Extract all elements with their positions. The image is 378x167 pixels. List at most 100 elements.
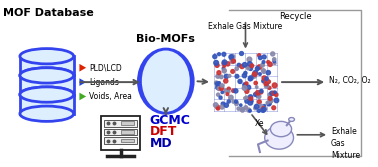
Point xyxy=(222,61,228,64)
FancyBboxPatch shape xyxy=(102,116,140,150)
Point xyxy=(267,97,273,100)
Point xyxy=(215,106,221,109)
Point xyxy=(220,67,226,70)
Point xyxy=(255,94,261,97)
Text: DFT: DFT xyxy=(149,125,177,138)
Point xyxy=(248,77,254,79)
Point xyxy=(247,101,253,104)
Point xyxy=(215,86,221,89)
Point xyxy=(269,92,275,95)
Ellipse shape xyxy=(289,118,294,121)
FancyBboxPatch shape xyxy=(104,137,137,144)
Point xyxy=(256,109,262,112)
Point xyxy=(220,103,226,105)
Point xyxy=(213,61,219,64)
Point xyxy=(256,54,262,57)
Point xyxy=(265,61,271,63)
Point xyxy=(263,85,270,87)
Point xyxy=(236,64,242,66)
Point xyxy=(263,82,269,85)
Point xyxy=(214,64,220,67)
Text: MOF Database: MOF Database xyxy=(3,8,93,18)
Point xyxy=(267,94,273,96)
Point xyxy=(271,92,277,95)
Point xyxy=(242,87,248,89)
Point xyxy=(271,106,277,109)
Point xyxy=(246,58,253,61)
Point xyxy=(229,57,235,59)
Point xyxy=(226,90,232,93)
Ellipse shape xyxy=(270,121,291,137)
Point xyxy=(273,99,279,102)
Text: Ligands: Ligands xyxy=(89,78,119,87)
Point xyxy=(242,63,248,66)
Text: N₂, CO₂, O₂: N₂, CO₂, O₂ xyxy=(329,76,371,85)
Point xyxy=(226,100,232,103)
Point xyxy=(254,105,260,108)
Point xyxy=(215,107,221,110)
Point xyxy=(234,102,240,105)
Point xyxy=(266,87,273,89)
Text: Voids, Area: Voids, Area xyxy=(89,92,132,101)
Point xyxy=(256,95,262,98)
Point xyxy=(268,99,274,102)
Point xyxy=(266,102,272,105)
Point xyxy=(242,97,248,100)
Point xyxy=(263,77,270,80)
Point xyxy=(242,84,248,87)
FancyBboxPatch shape xyxy=(20,95,74,114)
Polygon shape xyxy=(79,93,86,100)
Point xyxy=(244,90,250,93)
Point xyxy=(254,86,260,88)
Point xyxy=(253,93,259,96)
Point xyxy=(265,80,271,83)
Point xyxy=(252,73,258,75)
Point xyxy=(229,60,235,63)
Point xyxy=(215,75,221,78)
Text: GCMC: GCMC xyxy=(149,114,191,127)
Point xyxy=(243,96,249,99)
Point xyxy=(271,58,277,61)
Point xyxy=(218,87,225,90)
Point xyxy=(245,65,251,68)
Point xyxy=(257,73,263,75)
Point xyxy=(216,71,222,74)
Point xyxy=(258,91,264,93)
Point xyxy=(260,69,266,72)
Point xyxy=(254,67,260,70)
Text: Xe: Xe xyxy=(255,119,265,128)
Point xyxy=(247,78,253,80)
Point xyxy=(259,64,265,66)
Point xyxy=(231,60,237,62)
Point xyxy=(219,84,225,87)
Point xyxy=(263,81,270,83)
Point xyxy=(249,100,255,102)
Point xyxy=(242,83,248,86)
Point xyxy=(264,83,270,86)
Point xyxy=(213,81,219,84)
Point xyxy=(243,82,249,85)
Point xyxy=(223,89,229,92)
Point xyxy=(270,53,276,55)
Point xyxy=(225,62,231,65)
Point xyxy=(253,82,259,84)
Point xyxy=(265,71,271,74)
Text: PLD\LCD: PLD\LCD xyxy=(89,63,122,72)
Point xyxy=(228,96,234,99)
Point xyxy=(260,109,266,111)
Point xyxy=(266,103,272,105)
Point xyxy=(247,63,253,65)
Point xyxy=(243,106,249,109)
Point xyxy=(256,101,262,103)
Ellipse shape xyxy=(142,50,190,112)
FancyBboxPatch shape xyxy=(104,120,137,127)
Point xyxy=(261,105,267,107)
Point xyxy=(253,71,259,74)
Ellipse shape xyxy=(20,68,74,83)
Point xyxy=(260,107,266,110)
Polygon shape xyxy=(79,78,86,86)
Point xyxy=(261,108,267,111)
Point xyxy=(234,75,240,78)
Point xyxy=(216,87,222,90)
Point xyxy=(245,67,251,70)
